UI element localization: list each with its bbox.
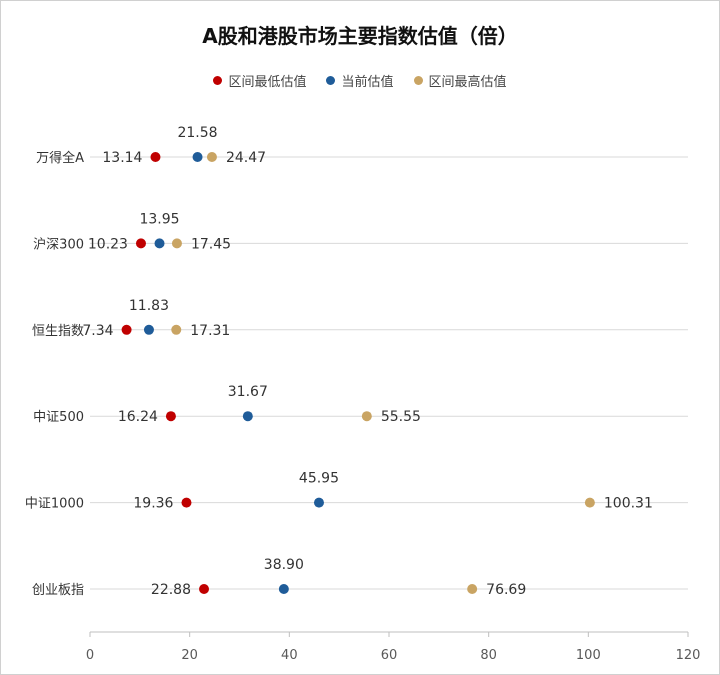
data-point <box>121 324 132 335</box>
legend-marker-max <box>413 76 423 85</box>
data-label: 13.95 <box>139 211 179 227</box>
data-point <box>313 497 324 508</box>
legend-item-min: 区间最低估值 <box>213 71 306 90</box>
legend-label-max: 区间最高估值 <box>428 75 507 90</box>
data-label: 21.58 <box>177 125 217 141</box>
data-point <box>181 497 192 508</box>
data-point <box>361 411 372 422</box>
data-label: 45.95 <box>299 471 339 487</box>
data-label: 17.31 <box>190 323 230 339</box>
data-point <box>242 411 253 422</box>
category-label: 沪深300 <box>33 236 84 252</box>
data-label: 19.36 <box>133 496 173 512</box>
data-point <box>135 238 146 249</box>
x-tick-label: 20 <box>181 648 198 663</box>
x-tick-label: 120 <box>676 648 701 663</box>
category-label: 万得全A <box>36 150 84 166</box>
category-label: 恒生指数 <box>32 324 84 339</box>
category-label: 中证500 <box>33 410 84 425</box>
data-point <box>206 152 217 162</box>
x-tick-label: 80 <box>480 648 497 663</box>
data-label: 22.88 <box>151 582 191 598</box>
legend-item-max: 区间最高估值 <box>413 71 507 90</box>
data-label: 38.90 <box>264 557 304 573</box>
data-point <box>199 584 210 594</box>
data-point <box>192 152 203 162</box>
legend-label-min: 区间最低估值 <box>228 75 307 90</box>
category-label: 创业板指 <box>32 583 84 598</box>
x-tick-label: 40 <box>281 648 298 663</box>
data-point <box>584 497 595 508</box>
data-point <box>154 238 165 249</box>
legend-label-current: 当前估值 <box>341 75 394 90</box>
data-point <box>171 324 182 335</box>
data-label: 31.67 <box>228 384 268 400</box>
data-label: 13.14 <box>102 150 142 166</box>
legend-item-current: 当前估值 <box>326 71 394 90</box>
legend-marker-min <box>213 76 223 85</box>
category-label: 中证1000 <box>25 497 84 512</box>
x-tick-label: 100 <box>576 648 601 663</box>
data-point <box>278 584 289 594</box>
data-point <box>165 411 176 422</box>
data-label: 76.69 <box>486 582 526 598</box>
data-label: 24.47 <box>226 150 266 166</box>
data-label: 16.24 <box>118 409 158 425</box>
data-point <box>467 584 478 594</box>
x-tick-label: 0 <box>86 648 94 663</box>
data-point <box>150 152 161 162</box>
data-label: 17.45 <box>191 236 231 252</box>
data-label: 11.83 <box>129 298 169 314</box>
data-label: 10.23 <box>88 236 128 252</box>
data-label: 55.55 <box>381 409 421 425</box>
chart-title: A股和港股市场主要指数估值（倍） <box>202 24 518 48</box>
data-label: 7.34 <box>82 323 113 339</box>
data-point <box>171 238 182 249</box>
data-point <box>143 324 154 335</box>
data-label: 100.31 <box>604 496 653 512</box>
legend-marker-current <box>326 76 336 85</box>
chart-legend: 区间最低估值 当前估值 区间最高估值 <box>0 71 720 90</box>
x-tick-label: 60 <box>381 648 398 663</box>
